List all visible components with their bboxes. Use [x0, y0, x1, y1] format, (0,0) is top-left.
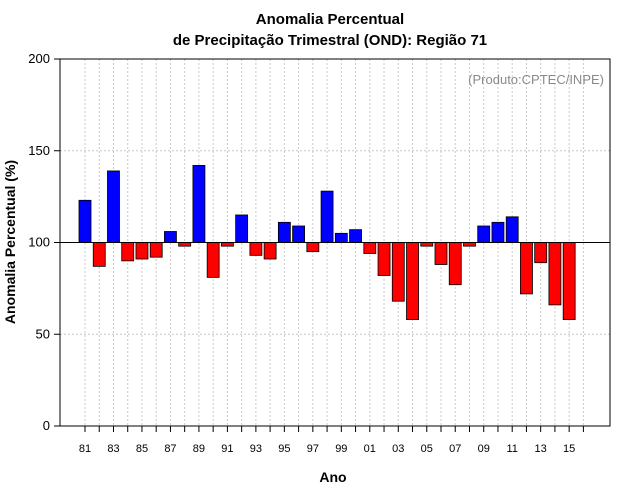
bar-97	[306, 242, 320, 253]
x-tick-label: 91	[221, 443, 233, 455]
product-annotation: (Produto:CPTEC/INPE)	[468, 72, 604, 87]
x-tick-label: 09	[478, 443, 490, 455]
bar-13	[534, 242, 548, 264]
x-tick-label: 13	[535, 443, 547, 455]
bar-95	[277, 221, 291, 243]
x-axis-label: Ano	[319, 469, 346, 485]
bar-81	[78, 199, 92, 243]
chart-title-line2: de Precipitação Trimestral (OND): Região…	[173, 32, 487, 49]
y-axis: 0 50 100 150 200	[28, 51, 60, 433]
x-tick-label: 15	[563, 443, 575, 455]
bar-87	[164, 231, 177, 243]
bar-82	[92, 242, 106, 267]
x-tick-label: 95	[278, 443, 290, 455]
bar-90	[206, 242, 220, 278]
y-tick-label: 150	[28, 143, 50, 158]
x-tick-label: 81	[79, 443, 91, 455]
bar-06	[434, 242, 448, 265]
bar-93	[249, 242, 263, 256]
bar-02	[377, 242, 391, 276]
bar-01	[363, 242, 377, 254]
grid	[60, 58, 610, 427]
bar-11	[505, 216, 519, 243]
bar-12	[520, 242, 533, 295]
y-tick-label: 100	[28, 235, 50, 250]
x-tick-label: 97	[307, 443, 319, 455]
bar-86	[149, 242, 163, 258]
x-tick-label: 05	[421, 443, 433, 455]
x-tick-label: 07	[449, 443, 461, 455]
bar-15	[562, 242, 576, 320]
bar-14	[548, 242, 562, 306]
x-axis: 81 83 85 87 89 91 93 95 97 99 01 03 05 07 09 11 13 15	[79, 426, 584, 455]
bar-83	[107, 170, 120, 243]
bar-03	[391, 242, 405, 302]
x-tick-label: 03	[392, 443, 404, 455]
bar-88	[178, 242, 192, 247]
x-tick-label: 93	[250, 443, 262, 455]
x-tick-label: 89	[193, 443, 205, 455]
bar-92	[235, 214, 249, 243]
x-tick-label: 83	[107, 443, 119, 455]
bar-98	[320, 190, 334, 243]
bar-10	[491, 221, 505, 243]
x-tick-label: 01	[364, 443, 376, 455]
bar-09	[477, 225, 491, 243]
bar-84	[121, 242, 135, 262]
bar-89	[192, 165, 206, 243]
bars	[78, 165, 576, 320]
bar-99	[334, 232, 348, 243]
y-tick-label: 0	[43, 418, 50, 433]
bar-85	[135, 242, 149, 260]
y-tick-label: 50	[36, 326, 50, 341]
x-tick-label: 11	[506, 443, 517, 455]
bar-05	[420, 242, 434, 247]
bar-00	[349, 229, 362, 243]
bar-94	[263, 242, 277, 260]
bar-07	[448, 242, 462, 286]
chart-title-line1: Anomalia Percentual	[256, 11, 404, 28]
x-tick-label: 85	[136, 443, 148, 455]
bar-91	[220, 242, 234, 247]
y-axis-label: Anomalia Percentual (%)	[2, 160, 18, 324]
y-tick-label: 200	[28, 51, 50, 66]
bar-04	[406, 242, 419, 320]
bar-08	[463, 242, 476, 247]
bar-96	[292, 225, 306, 243]
x-tick-label: 99	[335, 443, 347, 455]
x-tick-label: 87	[164, 443, 176, 455]
